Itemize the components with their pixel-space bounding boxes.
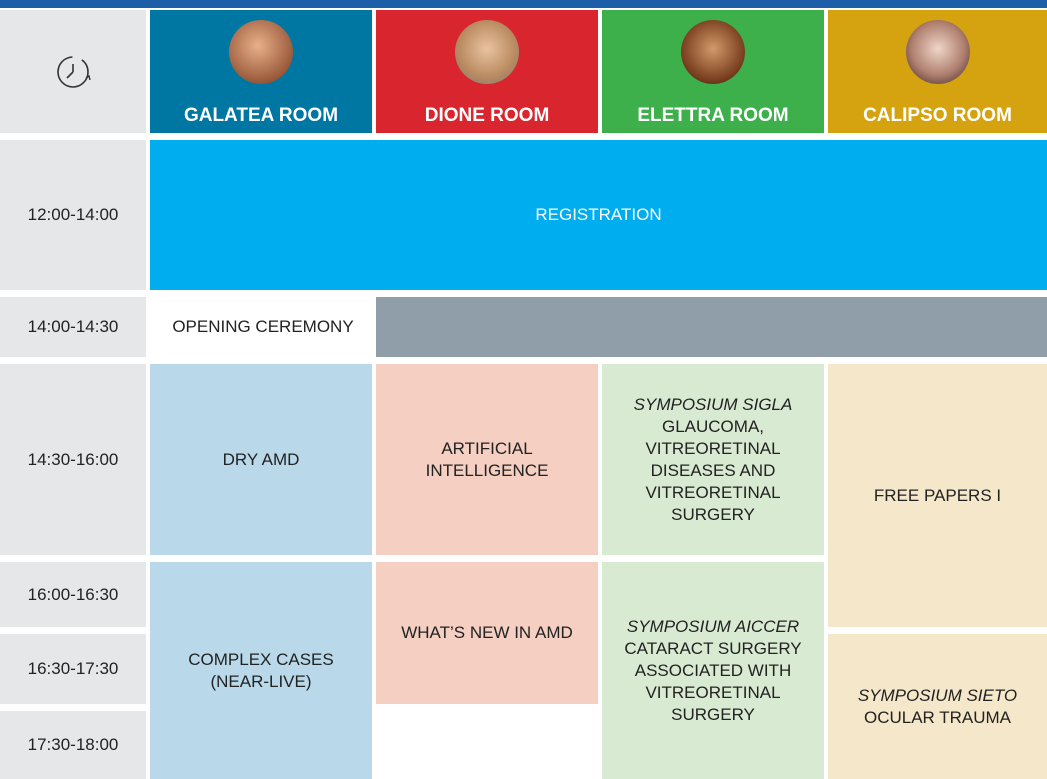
session-line: OPENING CEREMONY [172, 317, 354, 336]
session-line: DRY AMD [222, 449, 300, 469]
session-line: INTELLIGENCE [425, 460, 549, 480]
session-line: ASSOCIATED WITH [634, 660, 792, 680]
session-line: GLAUCOMA, [661, 416, 765, 436]
room-name: DIONE ROOM [424, 105, 550, 126]
room-portrait [681, 20, 745, 84]
time-cell: 14:00-14:30 [0, 297, 146, 357]
empty-block [376, 297, 1047, 357]
time-cell: 12:00-14:00 [0, 140, 146, 290]
session-symposium: SYMPOSIUM AICCER [626, 616, 800, 636]
room-portrait [455, 20, 519, 84]
session-line: SURGERY [671, 704, 755, 724]
time-cell: 16:00-16:30 [0, 562, 146, 627]
session-cell: WHAT’S NEW IN AMD [376, 562, 598, 704]
session-line: VITREORETINAL [645, 438, 781, 458]
session-cell: COMPLEX CASES (NEAR-LIVE) [150, 562, 372, 779]
session-line: VITREORETINAL [645, 482, 781, 502]
room-header: ELETTRA ROOM [602, 10, 824, 133]
session-cell: DRY AMD [150, 364, 372, 555]
session-line: COMPLEX CASES [188, 649, 334, 669]
room-name: GALATEA ROOM [183, 105, 339, 126]
room-header: CALIPSO ROOM [828, 10, 1047, 133]
room-header: DIONE ROOM [376, 10, 598, 133]
time-cell: 16:30-17:30 [0, 634, 146, 704]
session-cell: SYMPOSIUM SIGLA GLAUCOMA, VITREORETINAL DIS… [602, 364, 824, 555]
room-header: GALATEA ROOM [150, 10, 372, 133]
session-cell: REGISTRATION [150, 140, 1047, 290]
session-cell: FREE PAPERS I [828, 364, 1047, 627]
session-cell: OPENING CEREMONY [150, 297, 376, 357]
time-cell: 17:30-18:00 [0, 711, 146, 779]
time-cell: 14:30-16:00 [0, 364, 146, 555]
session-line: WHAT’S NEW IN AMD [401, 623, 573, 642]
session-line: (NEAR-LIVE) [210, 671, 312, 691]
session-line: FREE PAPERS I [873, 485, 1002, 505]
room-name: ELETTRA ROOM [637, 105, 789, 126]
room-portrait [905, 20, 970, 84]
session-line: VITREORETINAL [645, 682, 781, 702]
session-line: DISEASES AND [650, 460, 776, 480]
top-bar [0, 0, 1047, 8]
session-cell: SYMPOSIUM AICCER CATARACT SURGERY ASSOCIAT… [602, 562, 824, 779]
session-line: SURGERY [671, 504, 755, 524]
clock-cell [0, 10, 146, 133]
session-line: OCULAR TRAUMA [863, 707, 1012, 727]
session-cell: ARTIFICIAL INTELLIGENCE [376, 364, 598, 555]
session-line: REGISTRATION [535, 205, 662, 224]
session-symposium: SYMPOSIUM SIGLA [633, 394, 793, 414]
session-line: CATARACT SURGERY [624, 638, 802, 658]
session-cell: SYMPOSIUM SIETO OCULAR TRAUMA [828, 634, 1047, 779]
session-line: ARTIFICIAL [441, 438, 533, 458]
room-portrait [229, 20, 293, 84]
clock-icon [57, 55, 91, 88]
room-name: CALIPSO ROOM [863, 105, 1012, 126]
session-symposium: SYMPOSIUM SIETO [857, 685, 1018, 705]
